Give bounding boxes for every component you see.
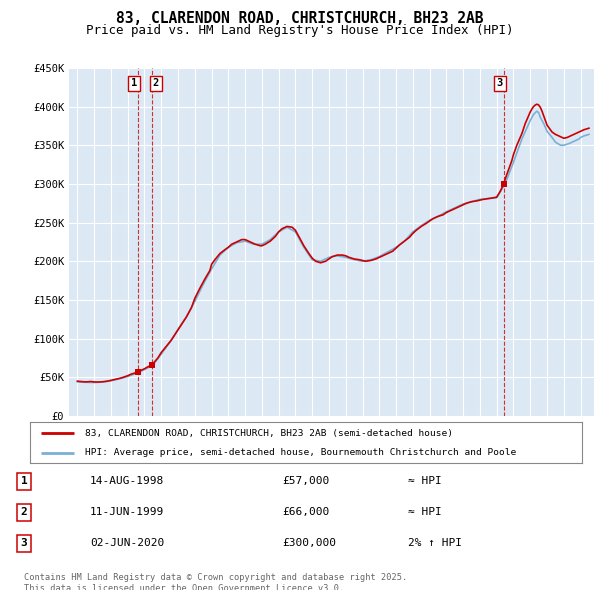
Text: 3: 3: [497, 78, 503, 88]
Text: 83, CLARENDON ROAD, CHRISTCHURCH, BH23 2AB (semi-detached house): 83, CLARENDON ROAD, CHRISTCHURCH, BH23 2…: [85, 429, 453, 438]
Text: Price paid vs. HM Land Registry's House Price Index (HPI): Price paid vs. HM Land Registry's House …: [86, 24, 514, 37]
Text: ≈ HPI: ≈ HPI: [408, 477, 442, 486]
Text: £57,000: £57,000: [282, 477, 329, 486]
Text: 83, CLARENDON ROAD, CHRISTCHURCH, BH23 2AB: 83, CLARENDON ROAD, CHRISTCHURCH, BH23 2…: [116, 11, 484, 25]
Text: 3: 3: [20, 539, 28, 548]
Text: ≈ HPI: ≈ HPI: [408, 507, 442, 517]
Text: 2: 2: [153, 78, 159, 88]
Text: 11-JUN-1999: 11-JUN-1999: [90, 507, 164, 517]
Text: 02-JUN-2020: 02-JUN-2020: [90, 539, 164, 548]
Text: 2: 2: [20, 507, 28, 517]
Text: 1: 1: [20, 477, 28, 486]
Text: 14-AUG-1998: 14-AUG-1998: [90, 477, 164, 486]
Text: HPI: Average price, semi-detached house, Bournemouth Christchurch and Poole: HPI: Average price, semi-detached house,…: [85, 448, 517, 457]
Text: £300,000: £300,000: [282, 539, 336, 548]
Text: £66,000: £66,000: [282, 507, 329, 517]
Text: Contains HM Land Registry data © Crown copyright and database right 2025.
This d: Contains HM Land Registry data © Crown c…: [24, 573, 407, 590]
Text: 1: 1: [131, 78, 137, 88]
Text: 2% ↑ HPI: 2% ↑ HPI: [408, 539, 462, 548]
